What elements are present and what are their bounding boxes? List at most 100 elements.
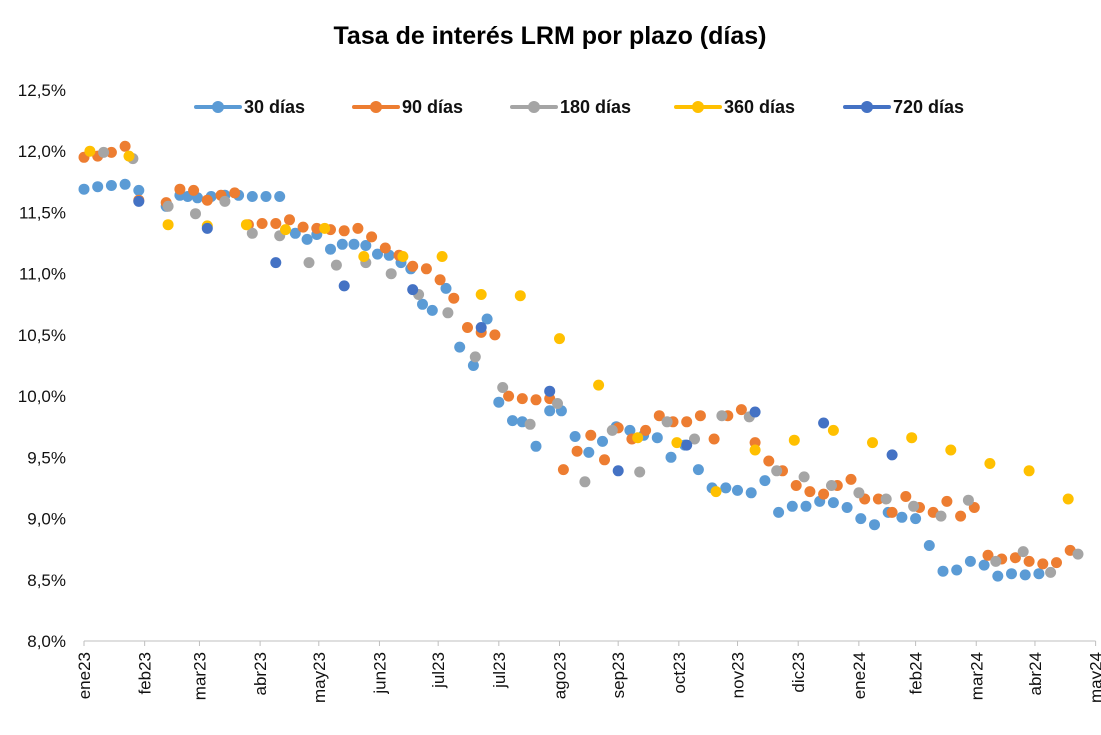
data-point	[653, 410, 665, 422]
data-point	[886, 506, 898, 518]
data-point	[336, 238, 348, 250]
data-point	[162, 200, 174, 212]
data-point	[896, 511, 908, 523]
data-point	[585, 429, 597, 441]
data-point	[788, 434, 800, 446]
x-tick-label: sep23	[609, 652, 628, 698]
y-tick-label: 8,0%	[27, 632, 66, 651]
data-point	[240, 219, 252, 231]
data-point	[338, 280, 350, 292]
data-point	[348, 238, 360, 250]
data-point	[1009, 552, 1021, 564]
series-30 días	[78, 178, 1045, 582]
data-point	[190, 208, 201, 220]
data-point	[855, 513, 867, 525]
data-point	[1033, 568, 1045, 580]
data-point	[681, 439, 693, 451]
data-point	[319, 222, 331, 234]
data-point	[984, 458, 996, 469]
data-point	[745, 487, 757, 499]
data-point	[716, 410, 728, 422]
data-point	[749, 444, 761, 456]
data-point	[818, 488, 830, 500]
x-tick-label: ene24	[850, 652, 869, 699]
data-point	[937, 565, 949, 577]
y-tick-label: 11,5%	[19, 203, 66, 222]
data-point	[955, 510, 967, 522]
data-point	[908, 500, 920, 512]
data-point	[246, 191, 258, 202]
x-tick-label: jul23	[490, 652, 509, 689]
data-point	[105, 180, 117, 191]
legend-item: 90 días	[352, 97, 463, 117]
data-point	[84, 145, 96, 157]
data-point	[845, 473, 857, 485]
data-point	[569, 431, 581, 442]
data-point	[1023, 465, 1035, 477]
data-point	[624, 424, 636, 436]
data-point	[906, 432, 918, 444]
data-point	[759, 475, 771, 487]
data-point	[503, 390, 515, 402]
data-point	[968, 502, 980, 513]
x-tick-label: feb23	[136, 652, 155, 695]
data-point	[497, 382, 509, 393]
data-point	[507, 415, 518, 427]
data-point	[469, 351, 481, 363]
data-point	[475, 322, 487, 333]
data-point	[710, 486, 722, 498]
data-point	[162, 219, 174, 231]
data-point	[352, 222, 364, 234]
data-point	[804, 486, 816, 498]
data-point	[990, 555, 1002, 567]
series-180 días	[98, 146, 1084, 578]
data-point	[467, 360, 479, 371]
x-tick-label: ene23	[75, 652, 94, 699]
data-point	[256, 218, 268, 229]
data-point	[720, 482, 732, 494]
data-point	[289, 227, 301, 239]
data-point	[579, 476, 591, 488]
chart-title: Tasa de interés LRM por plazo (días)	[334, 22, 767, 50]
data-point	[992, 570, 1004, 582]
x-axis: ene23 feb23 mar23 abr23 may23 jun23 jul23 jul23…	[75, 640, 1101, 703]
data-point	[407, 260, 419, 272]
y-tick-label: 12,0%	[18, 142, 66, 161]
data-point	[524, 418, 536, 430]
legend-label: 30 días	[244, 97, 305, 117]
data-point	[530, 394, 542, 406]
data-point	[372, 248, 383, 260]
x-tick-label: may23	[310, 652, 329, 703]
data-point	[1062, 493, 1074, 505]
data-point	[530, 440, 542, 452]
legend-label: 90 días	[402, 97, 463, 117]
y-tick-label: 8,5%	[27, 571, 66, 590]
data-point	[692, 464, 704, 476]
data-point	[735, 404, 747, 416]
data-point	[1023, 555, 1035, 567]
data-points	[78, 140, 1084, 582]
x-tick-label: dic23	[789, 652, 808, 693]
data-point	[978, 559, 990, 571]
x-tick-label: oct23	[670, 652, 689, 694]
data-point	[246, 227, 258, 239]
data-point	[827, 424, 839, 436]
data-point	[749, 406, 761, 418]
data-point	[270, 218, 282, 229]
data-point	[274, 191, 286, 202]
legend-label: 720 días	[893, 97, 964, 117]
data-point	[297, 221, 309, 233]
data-point	[219, 195, 231, 207]
data-point	[597, 435, 608, 447]
data-point	[945, 444, 957, 456]
data-point	[689, 433, 700, 445]
data-point	[98, 146, 110, 158]
data-point	[379, 242, 391, 254]
data-point	[606, 424, 618, 436]
data-point	[826, 480, 837, 491]
x-tick-label: abr23	[251, 652, 270, 695]
legend-item: 720 días	[843, 97, 964, 117]
legend-item: 180 días	[510, 97, 631, 117]
x-tick-label: jun23	[370, 652, 389, 695]
